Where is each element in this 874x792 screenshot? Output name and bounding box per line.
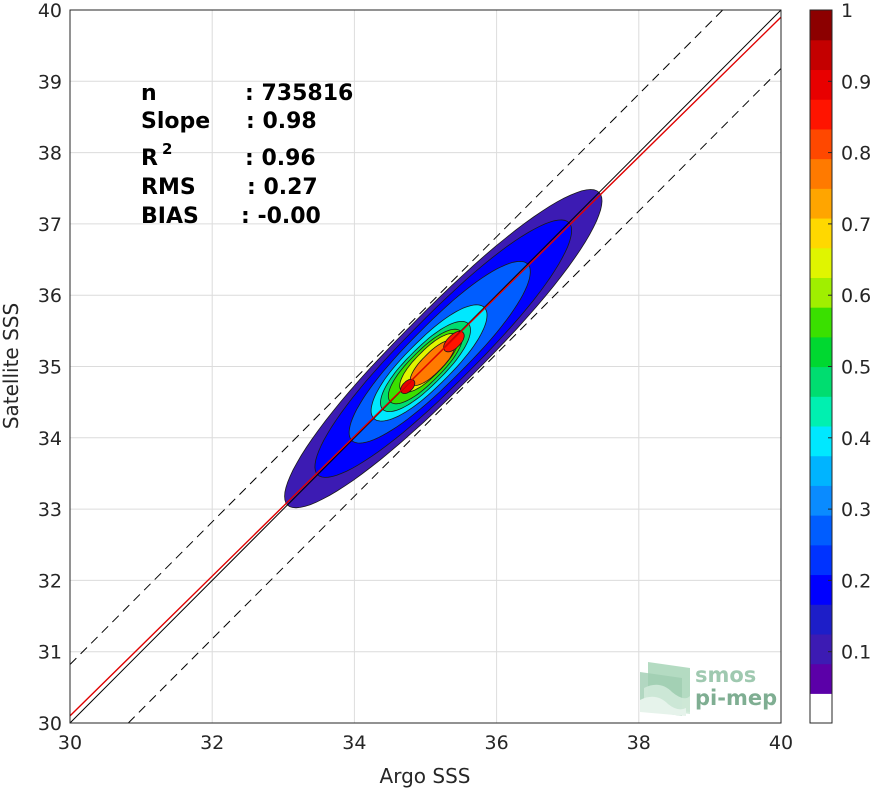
x-tick-label: 34 — [342, 732, 366, 754]
colorbar-segment — [810, 247, 832, 278]
y-tick-label: 32 — [38, 570, 62, 592]
y-tick-label: 40 — [38, 0, 62, 22]
stat-n-value: : 735816 — [245, 81, 353, 106]
colorbar-segment — [810, 307, 832, 338]
colorbar-segment — [810, 455, 832, 486]
y-tick-label: 39 — [38, 71, 62, 93]
colorbar-tick-label: 0.3 — [841, 499, 871, 521]
x-tick-label: 30 — [58, 732, 82, 754]
colorbar-tick-label: 0.1 — [841, 642, 871, 664]
stat-r2-value: : 0.96 — [245, 146, 316, 171]
x-tick-label: 38 — [627, 732, 651, 754]
stat-rms-value: : 0.27 — [247, 175, 318, 200]
colorbar-segment — [810, 515, 832, 546]
colorbar-segment — [810, 128, 832, 160]
stat-slope-value: : 0.98 — [246, 109, 317, 134]
colorbar-segment — [810, 158, 832, 189]
plot-frame — [69, 9, 782, 724]
y-tick-label: 34 — [38, 428, 62, 450]
density-contour — [443, 330, 465, 353]
colorbar-segment — [810, 10, 832, 41]
colorbar-tick-label: 0.9 — [841, 71, 871, 93]
x-tick-label: 40 — [769, 732, 793, 754]
colorbar-tick-label: 0.6 — [841, 285, 871, 307]
reference-line-upper — [69, 9, 724, 665]
stat-n-label: n — [141, 81, 157, 106]
colorbar-segment — [810, 544, 832, 576]
colorbar-segment — [810, 39, 832, 71]
density-contour — [400, 378, 416, 395]
colorbar-segment — [810, 396, 832, 427]
x-axis-label: Argo SSS — [380, 764, 471, 788]
colorbar-segment — [810, 425, 832, 457]
stat-bias-value: : -0.00 — [241, 204, 321, 229]
stat-slope-label: Slope — [141, 109, 210, 134]
logo-wave-icon — [640, 662, 690, 716]
colorbar-segment — [810, 217, 832, 249]
colorbar-segment — [810, 69, 832, 100]
colorbar-segment — [810, 485, 832, 516]
y-tick-label: 30 — [38, 713, 62, 735]
stat-bias-label: BIAS — [141, 204, 199, 229]
stat-r2-sup: 2 — [162, 140, 172, 158]
colorbar-tick-label: 0.5 — [841, 357, 871, 379]
y-tick-label: 38 — [38, 143, 62, 165]
y-tick-labels: 30 31 32 33 34 35 36 37 38 39 40 — [38, 0, 62, 735]
y-tick-label: 37 — [38, 214, 62, 236]
colorbar-tick-label: 0.7 — [841, 214, 871, 236]
smos-pi-mep-logo: smos pi-mep — [640, 662, 777, 716]
colorbar-tick-label: 0.8 — [841, 143, 871, 165]
colorbar-segment — [810, 633, 832, 665]
colorbar-tick-label: 0.4 — [841, 428, 871, 450]
colorbar-segment — [810, 99, 832, 130]
colorbar-segment — [810, 604, 832, 635]
stat-rms-label: RMS — [141, 175, 196, 200]
colorbar-segment — [810, 574, 832, 605]
colorbar-segment — [810, 366, 832, 397]
logo-text-line1: smos — [695, 663, 756, 687]
y-tick-label: 31 — [38, 642, 62, 664]
x-tick-label: 32 — [200, 732, 224, 754]
colorbar-tick-label: 1 — [841, 0, 853, 22]
colorbar-segment — [810, 277, 832, 308]
y-tick-label: 36 — [38, 285, 62, 307]
colorbar-segment — [810, 188, 832, 219]
y-tick-label: 35 — [38, 357, 62, 379]
y-tick-label: 33 — [38, 499, 62, 521]
x-tick-labels: 30 32 34 36 38 40 — [58, 732, 793, 754]
logo-text-line2: pi-mep — [695, 686, 777, 710]
reference-line-lower — [127, 68, 782, 724]
colorbar-tick-label: 0.2 — [841, 570, 871, 592]
stats-annotation: n : 735816 Slope : 0.98 R 2 : 0.96 RMS :… — [141, 81, 353, 229]
colorbar-segment — [810, 663, 832, 694]
colorbar-segment — [810, 693, 832, 724]
reference-lines — [69, 9, 782, 724]
colorbar-segment — [810, 336, 832, 368]
x-tick-label: 36 — [485, 732, 509, 754]
stat-r2-label: R — [141, 146, 158, 171]
reference-line-fit — [69, 16, 782, 717]
colorbar — [810, 10, 832, 724]
colorbar-tick-labels: 0.1 0.2 0.3 0.4 0.5 0.6 0.7 0.8 0.9 1 — [828, 0, 871, 664]
y-axis-label: Satellite SSS — [0, 303, 23, 429]
